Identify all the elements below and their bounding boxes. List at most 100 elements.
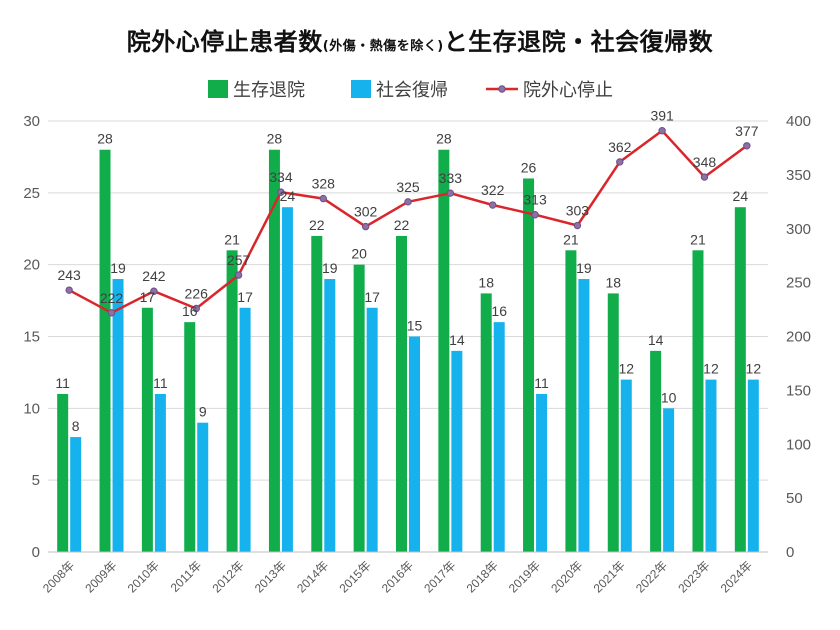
bar-survival [99, 149, 111, 552]
legend-swatch-survival [208, 80, 228, 98]
bar-social-return [239, 307, 251, 552]
bar-survival-label: 24 [733, 188, 749, 204]
bar-social-return-label: 11 [534, 375, 549, 391]
legend-swatch-social-return [351, 80, 371, 98]
bar-social-return [197, 422, 209, 552]
y-right-tick-label: 300 [786, 221, 811, 238]
bar-survival-label: 17 [140, 289, 156, 305]
bar-survival [396, 235, 407, 552]
y-left-tick-label: 5 [32, 472, 40, 489]
bar-social-return [451, 350, 463, 552]
bar-social-return [112, 279, 124, 552]
bar-survival-label: 20 [351, 246, 367, 262]
bar-social-return-label: 17 [364, 289, 380, 305]
y-right-tick-label: 350 [786, 167, 811, 184]
bar-social-return-label: 10 [661, 389, 677, 405]
x-tick-label: 2021年 [591, 558, 628, 595]
bar-survival-label: 26 [521, 159, 537, 175]
chart-title-main-1: 院外心停止患者数 [126, 28, 323, 56]
bar-survival [438, 149, 450, 552]
bar-social-return [409, 336, 420, 552]
bar-survival [141, 307, 153, 552]
bar-survival [650, 350, 662, 552]
chart-title-main-2: と生存退院・社会復帰数 [443, 28, 714, 56]
bar-social-return [366, 307, 378, 552]
line-point-label: 243 [57, 267, 81, 283]
x-tick-label: 2010年 [125, 558, 162, 595]
line-point [361, 222, 370, 231]
bar-survival-label: 14 [648, 332, 664, 348]
bar-social-return [663, 408, 675, 552]
bar-survival [311, 235, 323, 552]
line-point-label: 303 [566, 203, 590, 219]
y-left-tick-label: 30 [23, 113, 40, 130]
x-tick-label: 2008年 [40, 558, 77, 595]
bar-survival [565, 250, 577, 553]
bar-social-return [705, 379, 717, 552]
bar-survival-label: 16 [182, 303, 198, 319]
line-point-label: 313 [523, 192, 547, 208]
bar-survival-label: 18 [605, 274, 621, 290]
x-tick-label: 2023年 [675, 558, 712, 595]
bar-social-return-label: 19 [322, 260, 338, 276]
bar-social-return-label: 9 [199, 404, 207, 420]
legend-label-cardiac-arrest: 院外心停止 [523, 80, 613, 101]
chart-title: 院外心停止患者数(外傷・熱傷を除く)と生存退院・社会復帰数 [0, 22, 840, 57]
bar-social-return-label: 12 [618, 361, 634, 377]
y-left-tick-label: 10 [23, 400, 40, 417]
line-point [658, 126, 666, 135]
line-point-label: 302 [354, 204, 378, 220]
x-tick-label: 2012年 [209, 558, 246, 595]
x-tick-label: 2016年 [379, 558, 416, 595]
line-point-label: 362 [608, 139, 632, 155]
x-tick-label: 2018年 [464, 558, 501, 595]
bar-survival [184, 322, 196, 552]
y-left-tick-label: 0 [32, 544, 40, 561]
bar-survival [268, 149, 280, 552]
bar-survival-label: 28 [267, 131, 283, 147]
legend-label-social-return: 社会復帰 [376, 80, 448, 101]
bar-survival-label: 22 [309, 217, 325, 233]
line-point [743, 142, 751, 150]
line-point [192, 304, 200, 313]
bar-survival-label: 11 [55, 375, 70, 391]
bar-social-return [747, 379, 759, 552]
legend-marker-cardiac-arrest [498, 85, 506, 93]
bar-survival [353, 264, 365, 552]
line-point-label: 334 [269, 169, 293, 185]
y-right-tick-label: 50 [786, 490, 803, 507]
bar-social-return [578, 279, 590, 552]
y-right-tick-label: 400 [786, 113, 811, 130]
x-tick-label: 2020年 [548, 558, 585, 595]
line-point-label: 242 [142, 268, 166, 284]
bar-social-return [324, 279, 336, 552]
bar-social-return [620, 379, 632, 552]
y-right-tick-label: 0 [786, 544, 794, 561]
x-tick-label: 2022年 [633, 558, 670, 595]
x-tick-label: 2019年 [506, 558, 543, 595]
line-point [107, 309, 116, 317]
bar-survival-label: 28 [436, 131, 452, 147]
x-tick-label: 2009年 [82, 558, 119, 595]
bar-survival [480, 293, 492, 552]
bar-survival [523, 178, 535, 552]
bar-survival [607, 293, 619, 552]
bar-social-return-label: 19 [576, 260, 592, 276]
bar-social-return-label: 24 [280, 188, 296, 204]
bar-survival [57, 393, 69, 552]
line-point-label: 222 [100, 290, 124, 306]
bar-social-return-label: 15 [407, 318, 423, 334]
x-tick-label: 2017年 [421, 558, 458, 595]
line-point [489, 201, 497, 209]
bar-survival [692, 250, 704, 553]
line-point [531, 211, 539, 219]
chart-title-sub: (外傷・熱傷を除く) [322, 39, 444, 54]
bar-social-return [70, 437, 82, 552]
line-point-label: 348 [693, 154, 717, 170]
x-tick-label: 2011年 [168, 558, 205, 595]
line-point-label: 322 [481, 182, 505, 198]
bar-survival-label: 21 [563, 231, 579, 247]
bar-social-return-label: 12 [746, 361, 762, 377]
line-point-label: 391 [650, 108, 674, 124]
